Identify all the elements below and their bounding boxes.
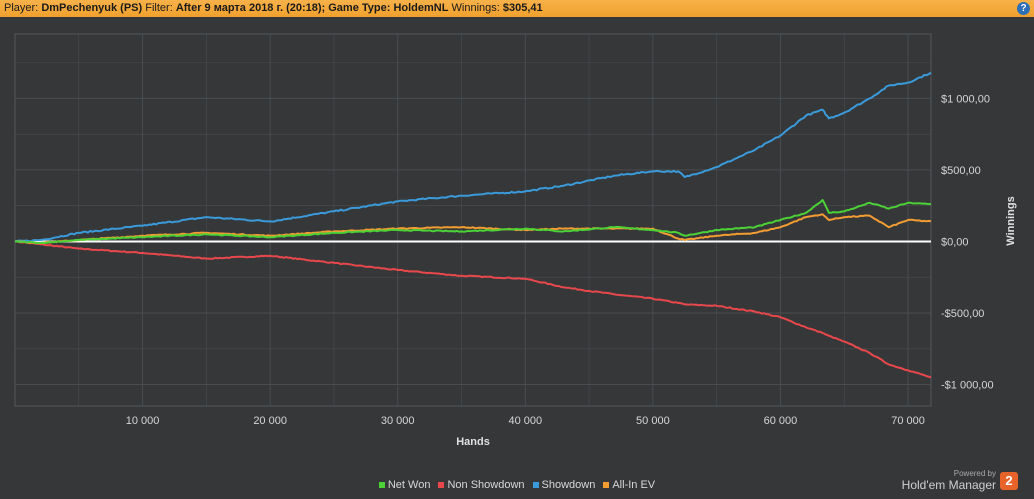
legend-swatch-icon bbox=[603, 482, 610, 489]
chart-legend: Net Won Non Showdown Showdown All-In EV bbox=[0, 479, 1034, 491]
legend-label: All-In EV bbox=[612, 479, 656, 491]
y-tick-label: $1 000,00 bbox=[941, 93, 990, 105]
y-axis-ticks: -$1 000,00 -$500,00 $0,00 $500,00 $1 000,00 bbox=[941, 93, 994, 391]
legend-item[interactable]: Showdown bbox=[532, 479, 596, 491]
player-label: Player: bbox=[4, 2, 39, 14]
x-tick-label: 30 000 bbox=[381, 415, 415, 427]
x-tick-label: 40 000 bbox=[508, 415, 542, 427]
y-tick-label: -$500,00 bbox=[941, 308, 984, 320]
x-tick-label: 50 000 bbox=[636, 415, 670, 427]
player-value: DmPechenyuk (PS) bbox=[41, 2, 143, 14]
legend-item[interactable]: Non Showdown bbox=[438, 479, 525, 491]
legend-label: Net Won bbox=[387, 479, 431, 491]
x-tick-label: 70 000 bbox=[891, 415, 925, 427]
legend-item[interactable]: Net Won bbox=[378, 479, 431, 491]
legend-item[interactable]: All-In EV bbox=[603, 479, 655, 491]
y-tick-label: $500,00 bbox=[941, 165, 981, 177]
chart-grid bbox=[14, 33, 932, 407]
series-line-showdown bbox=[14, 71, 932, 243]
x-axis-label: Hands bbox=[456, 436, 490, 448]
x-tick-label: 10 000 bbox=[126, 415, 160, 427]
series-lines bbox=[14, 71, 932, 379]
y-axis-label: Winnings bbox=[1005, 196, 1017, 245]
help-icon[interactable]: ? bbox=[1017, 2, 1030, 15]
branding: Powered by Hold'em Manager 2 bbox=[878, 468, 1018, 494]
series-line-net-won bbox=[14, 199, 932, 245]
chart-header: Player: DmPechenyuk (PS) Filter: After 9… bbox=[0, 0, 1034, 17]
winnings-value: $305,41 bbox=[502, 2, 543, 14]
brand-name: Hold'em Manager bbox=[901, 478, 996, 492]
filter-label: Filter: bbox=[145, 2, 173, 14]
x-tick-label: 20 000 bbox=[253, 415, 287, 427]
legend-swatch-icon bbox=[378, 482, 385, 489]
powered-by-text: Powered by bbox=[953, 469, 996, 478]
y-tick-label: -$1 000,00 bbox=[941, 380, 994, 392]
filter-value: After 9 марта 2018 г. (20:18); Game Type… bbox=[175, 2, 449, 14]
series-line-non-showdown bbox=[14, 240, 932, 379]
plot-area bbox=[14, 33, 932, 407]
y-tick-label: $0,00 bbox=[941, 236, 969, 248]
series-line-all-in-ev bbox=[14, 213, 932, 245]
legend-label: Showdown bbox=[541, 479, 596, 491]
x-axis-ticks: 10 000 20 000 30 000 40 000 50 000 60 000 70 0… bbox=[126, 415, 925, 427]
legend-swatch-icon bbox=[438, 482, 445, 489]
hem2-logo-icon: 2 bbox=[1000, 472, 1018, 490]
legend-label: Non Showdown bbox=[447, 479, 525, 491]
legend-swatch-icon bbox=[532, 482, 539, 489]
winnings-label: Winnings: bbox=[451, 2, 500, 14]
x-tick-label: 60 000 bbox=[764, 415, 798, 427]
